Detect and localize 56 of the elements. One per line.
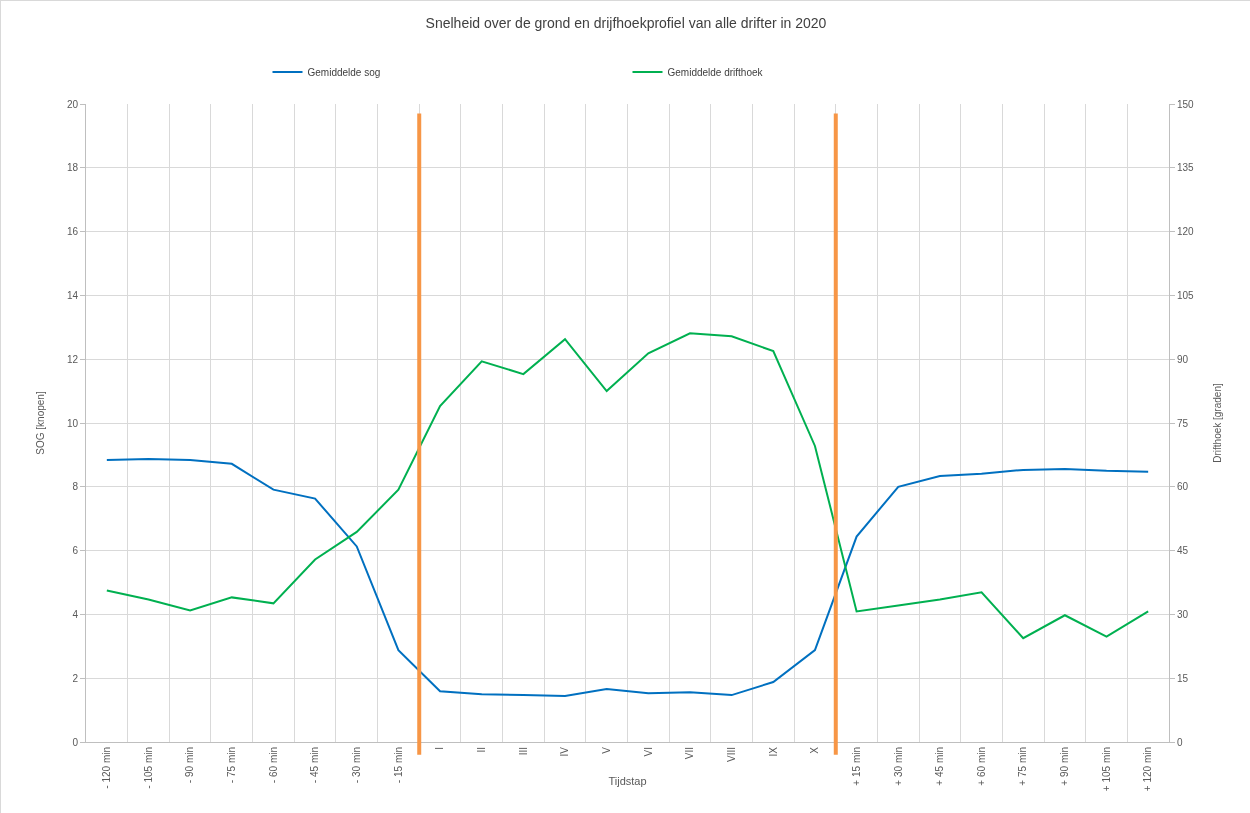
x-tick-label: II xyxy=(475,747,487,753)
x-tick-label: - 105 min xyxy=(142,747,154,789)
y-tick-label: 2 xyxy=(72,672,79,684)
x-tick-label: III xyxy=(517,747,529,756)
y2-tick-label: 90 xyxy=(1177,353,1189,365)
y2-tick-label: 45 xyxy=(1177,545,1189,557)
x-tick-label: IX xyxy=(767,746,779,757)
y-tick-label: 6 xyxy=(72,545,79,557)
x-tick-label: - 15 min xyxy=(392,747,404,784)
x-tick-label: + 90 min xyxy=(1059,747,1071,786)
y-tick-label: 0 xyxy=(72,736,79,748)
x-tick-label: VI xyxy=(642,747,654,757)
x-tick-label: I xyxy=(434,747,446,750)
y-tick-label: 16 xyxy=(66,226,79,238)
x-tick-label: + 60 min xyxy=(975,747,987,786)
x-tick-label: + 75 min xyxy=(1017,747,1029,786)
x-tick-label: + 105 min xyxy=(1100,747,1112,792)
x-tick-label: + 120 min xyxy=(1142,747,1154,792)
y-tick-label: 4 xyxy=(72,608,79,620)
x-axis-title: Tijdstap xyxy=(608,775,647,787)
legend-label: Gemiddelde sog xyxy=(307,67,381,78)
x-tick-label: - 120 min xyxy=(101,747,113,789)
x-tick-label: - 45 min xyxy=(309,747,321,784)
x-tick-label: IV xyxy=(559,746,571,757)
y2-tick-label: 75 xyxy=(1177,417,1189,429)
line-series xyxy=(105,332,1150,640)
x-tick-label: - 30 min xyxy=(351,747,362,784)
line-series xyxy=(105,458,1150,698)
y-axis-title: SOG [knopen] xyxy=(34,391,46,455)
y2-tick-label: 120 xyxy=(1177,226,1195,238)
x-tick-label: + 45 min xyxy=(934,747,946,786)
legend-label: Gemiddelde drifthoek xyxy=(667,67,764,78)
y2-axis-title: Drifthoek [graden] xyxy=(1211,383,1223,463)
x-tick-label: + 15 min xyxy=(850,747,862,786)
x-tick-label: X xyxy=(809,746,821,754)
y2-tick-label: 0 xyxy=(1177,736,1183,748)
y2-tick-label: 60 xyxy=(1177,481,1189,493)
y2-tick-label: 135 xyxy=(1177,162,1195,174)
y2-tick-label: 30 xyxy=(1177,608,1189,620)
x-tick-label: - 60 min xyxy=(267,747,279,784)
y-tick-label: 8 xyxy=(72,481,79,493)
x-tick-label: - 90 min xyxy=(184,747,196,784)
x-tick-label: - 75 min xyxy=(226,747,238,784)
y-tick-label: 10 xyxy=(66,417,79,429)
x-tick-label: V xyxy=(600,746,612,754)
y2-tick-label: 105 xyxy=(1177,289,1195,301)
y-tick-label: 12 xyxy=(66,353,79,365)
y-tick-label: 14 xyxy=(66,289,79,301)
chart-title: Snelheid over de grond en drijfhoekprofiel van alle drifter in 2020 xyxy=(425,14,827,31)
y-tick-label: 20 xyxy=(66,98,79,110)
y-tick-label: 18 xyxy=(66,162,79,174)
x-tick-label: + 30 min xyxy=(892,747,904,786)
y2-tick-label: 150 xyxy=(1177,98,1195,110)
y2-tick-label: 15 xyxy=(1177,672,1189,684)
x-tick-label: VII xyxy=(684,747,696,760)
x-tick-label: VIII xyxy=(725,747,737,763)
